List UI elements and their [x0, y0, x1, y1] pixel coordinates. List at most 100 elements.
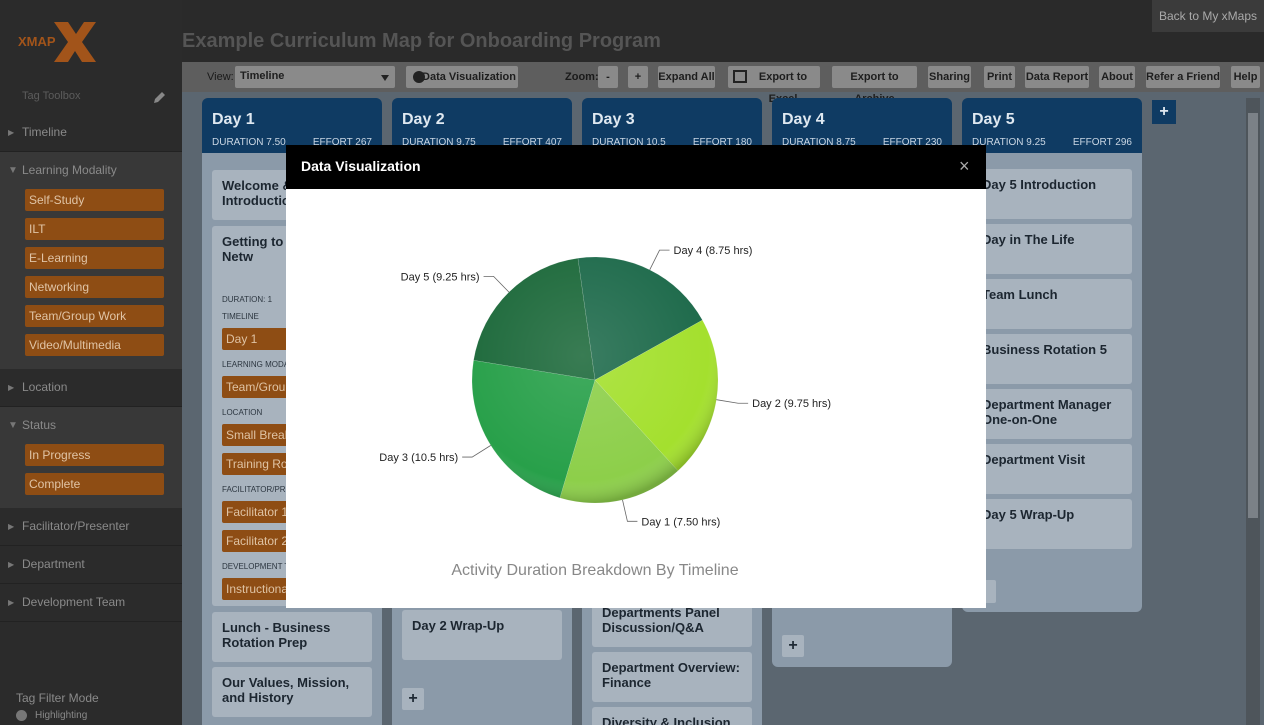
card-title: Departments Panel Discussion/Q&A: [602, 605, 720, 635]
modal: Data Visualization × Activity Duration B…: [286, 145, 986, 608]
tag[interactable]: Complete: [25, 473, 164, 495]
card[interactable]: Day 2 Wrap-Up: [402, 610, 562, 660]
add-column-button[interactable]: +: [1152, 100, 1176, 124]
card[interactable]: Day in The Life: [972, 224, 1132, 274]
logo: XMAP: [18, 22, 96, 62]
scrollbar[interactable]: [1246, 98, 1260, 725]
add-card-button[interactable]: +: [402, 688, 424, 710]
card[interactable]: Lunch - Business Rotation Prep: [212, 612, 372, 662]
highlighting-label[interactable]: Highlighting: [35, 710, 88, 721]
section-header[interactable]: Learning Modality: [0, 152, 182, 189]
toolbar-button[interactable]: About: [1099, 66, 1135, 88]
scroll-thumb[interactable]: [1248, 113, 1258, 518]
card-title: Day in The Life: [982, 232, 1075, 247]
card-title: Team Lunch: [982, 287, 1058, 302]
slice-label: Day 4 (8.75 hrs): [674, 245, 753, 257]
tag[interactable]: Self-Study: [25, 189, 164, 211]
map-title: Example Curriculum Map for Onboarding Pr…: [182, 30, 661, 52]
leader-line: [622, 499, 638, 522]
card[interactable]: Day 5 Wrap-Up: [972, 499, 1132, 549]
card[interactable]: Diversity & Inclusion: [592, 707, 752, 725]
day-title[interactable]: Day 1: [212, 111, 255, 128]
column-body: Day 5 Introduction Day in The Life Team Lu…: [962, 153, 1142, 612]
toolbar-button[interactable]: Help: [1231, 66, 1260, 88]
toolbar-button[interactable]: Print: [984, 66, 1015, 88]
leader-line: [483, 275, 510, 293]
card[interactable]: Team Lunch: [972, 279, 1132, 329]
card-title: Welcome & Introduction: [222, 178, 298, 208]
card-title: Lunch - Business Rotation Prep: [222, 620, 331, 650]
card-title: Our Values, Mission, and History: [222, 675, 350, 705]
toolbar-button[interactable]: Refer a Friend: [1146, 66, 1220, 88]
toolbar-button[interactable]: Expand All: [658, 66, 715, 88]
toolbar-button[interactable]: Data Visualization: [406, 66, 518, 88]
toolbar-button[interactable]: Data Report: [1025, 66, 1089, 88]
tag-section: Development Team: [0, 584, 182, 622]
tag[interactable]: In Progress: [25, 444, 164, 466]
slice-label: Day 1 (7.50 hrs): [641, 516, 720, 528]
tag[interactable]: Team/Group Work: [25, 305, 164, 327]
duration: DURATION 7.50: [212, 137, 286, 148]
card[interactable]: Our Values, Mission, and History: [212, 667, 372, 717]
logo-text: XMAP: [18, 34, 56, 49]
card[interactable]: Day 5 Introduction: [972, 169, 1132, 219]
field-label: TIMELINE: [222, 312, 259, 321]
card-title: Day 5 Introduction: [982, 177, 1097, 192]
edit-icon[interactable]: [152, 91, 166, 105]
card-duration: DURATION: 1: [222, 295, 273, 304]
card-title: Day 5 Wrap-Up: [982, 507, 1075, 522]
column-header: Day 2 DURATION 9.75 EFFORT 407: [392, 98, 572, 153]
view-select[interactable]: Timeline: [235, 66, 395, 88]
card[interactable]: Business Rotation 5: [972, 334, 1132, 384]
card-title: Day 2 Wrap-Up: [412, 618, 505, 633]
excel-icon: [733, 70, 747, 83]
tag[interactable]: Networking: [25, 276, 164, 298]
back-button[interactable]: Back to My xMaps: [1152, 0, 1264, 32]
field-label: LEARNING MODA: [222, 360, 290, 369]
modal-header: Data Visualization ×: [286, 145, 986, 189]
day-title[interactable]: Day 3: [592, 111, 635, 128]
view-label: View:: [207, 71, 234, 83]
top-bar: Example Curriculum Map for Onboarding Pr…: [182, 0, 1264, 62]
zoom-label: Zoom:: [565, 71, 599, 83]
filter-mode-label: Tag Filter Mode: [16, 691, 99, 705]
card[interactable]: Department Overview: Finance: [592, 652, 752, 702]
card-title: Department Manager One-on-One: [982, 397, 1112, 427]
effort: EFFORT 407: [502, 137, 562, 148]
radio[interactable]: [16, 710, 27, 721]
column-header: Day 4 DURATION 8.75 EFFORT 230: [772, 98, 952, 153]
tag[interactable]: ILT: [25, 218, 164, 240]
pie-chart: Activity Duration Breakdown By Timeline …: [379, 245, 831, 579]
section-header[interactable]: Status: [0, 407, 182, 444]
slice-label: Day 5 (9.25 hrs): [401, 271, 480, 283]
toolbar: View: Timeline Zoom: Data Visualization - + Ex…: [182, 62, 1264, 105]
card[interactable]: Department Visit: [972, 444, 1132, 494]
field-label: LOCATION: [222, 408, 263, 417]
day-title[interactable]: Day 2: [402, 111, 445, 128]
toolbar-button[interactable]: +: [628, 66, 648, 88]
view-value: Timeline: [240, 70, 285, 82]
column-header: Day 5 DURATION 9.25 EFFORT 296: [962, 98, 1142, 153]
toolbar-button[interactable]: Sharing: [928, 66, 971, 88]
tag-sections: TimelineLearning ModalitySelf-StudyILTE-…: [0, 114, 182, 622]
add-card-button[interactable]: +: [782, 635, 804, 657]
duration: DURATION 9.75: [402, 137, 476, 148]
day-title[interactable]: Day 4: [782, 111, 825, 128]
sidebar: XMAP Tag Toolbox TimelineLearning Modali…: [0, 0, 182, 725]
toolbar-button[interactable]: -: [598, 66, 618, 88]
duration: DURATION 10.5: [592, 137, 666, 148]
day-title[interactable]: Day 5: [972, 111, 1015, 128]
close-button[interactable]: ×: [959, 156, 970, 176]
section-header[interactable]: Development Team: [0, 584, 182, 622]
tag[interactable]: Video/Multimedia: [25, 334, 164, 356]
card[interactable]: Department Manager One-on-One: [972, 389, 1132, 439]
leader-line: [649, 249, 670, 271]
card-title: Business Rotation 5: [982, 342, 1107, 357]
card-title: Diversity & Inclusion: [602, 715, 731, 725]
tag[interactable]: E-Learning: [25, 247, 164, 269]
chart-icon: [413, 71, 425, 83]
field-label: DEVELOPMENT TE: [222, 562, 295, 571]
column-header: Day 3 DURATION 10.5 EFFORT 180: [582, 98, 762, 153]
